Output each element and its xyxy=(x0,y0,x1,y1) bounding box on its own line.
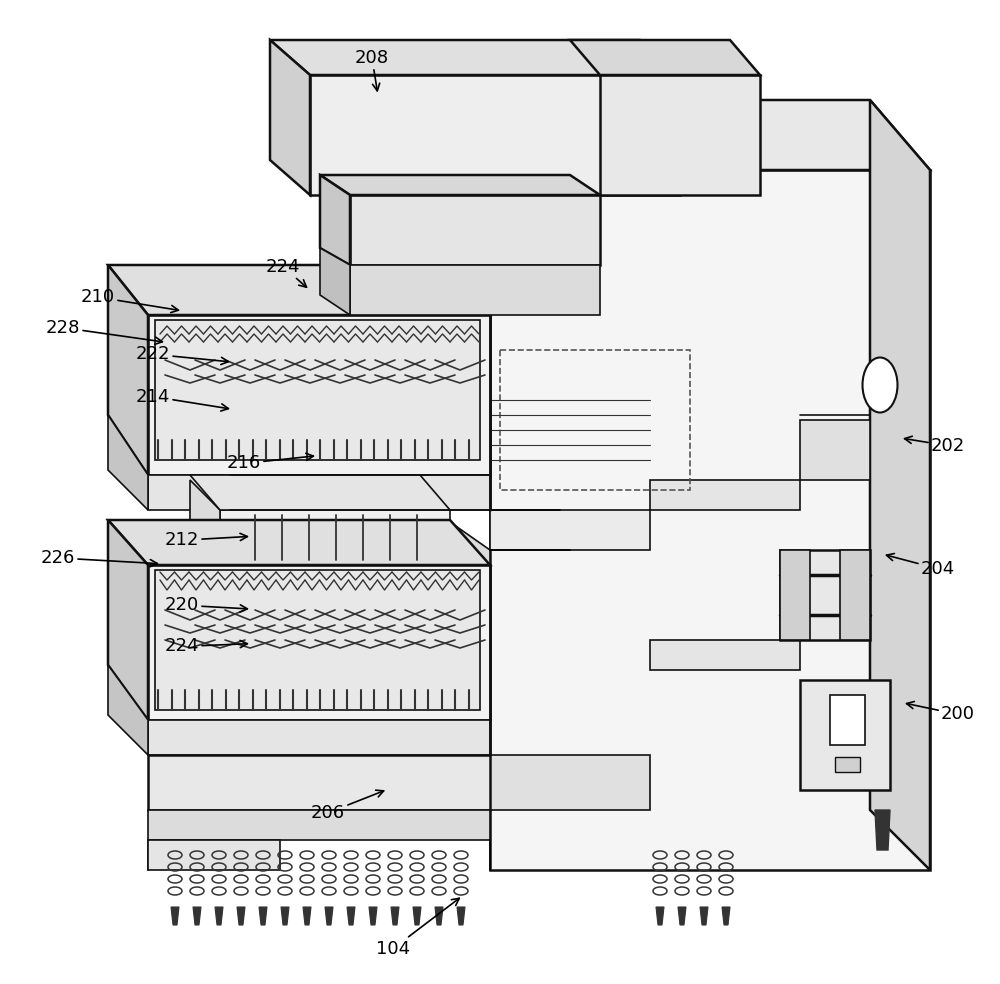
Polygon shape xyxy=(108,520,148,720)
Polygon shape xyxy=(350,265,600,315)
Polygon shape xyxy=(800,420,870,480)
Polygon shape xyxy=(237,907,245,925)
Polygon shape xyxy=(108,665,148,755)
Polygon shape xyxy=(722,907,730,925)
Polygon shape xyxy=(190,475,450,510)
Bar xyxy=(835,757,860,772)
Polygon shape xyxy=(347,907,355,925)
Text: 220: 220 xyxy=(165,596,247,614)
Polygon shape xyxy=(440,515,490,640)
Polygon shape xyxy=(171,907,179,925)
Polygon shape xyxy=(270,40,310,195)
Text: 212: 212 xyxy=(165,531,247,549)
Polygon shape xyxy=(840,550,870,640)
Text: 222: 222 xyxy=(136,345,228,364)
Polygon shape xyxy=(650,480,800,510)
Polygon shape xyxy=(148,475,490,510)
Polygon shape xyxy=(369,907,377,925)
Polygon shape xyxy=(320,175,350,265)
Text: 204: 204 xyxy=(886,554,955,578)
Polygon shape xyxy=(108,415,148,510)
Polygon shape xyxy=(281,907,289,925)
Polygon shape xyxy=(148,315,490,475)
Polygon shape xyxy=(148,810,490,840)
Polygon shape xyxy=(108,520,490,565)
Polygon shape xyxy=(148,755,490,810)
Polygon shape xyxy=(780,550,810,640)
Polygon shape xyxy=(391,907,399,925)
Polygon shape xyxy=(148,840,280,870)
Text: 210: 210 xyxy=(81,288,178,313)
Polygon shape xyxy=(193,907,201,925)
Polygon shape xyxy=(108,265,490,315)
Polygon shape xyxy=(215,907,223,925)
Polygon shape xyxy=(678,907,686,925)
Polygon shape xyxy=(780,550,870,640)
Text: 202: 202 xyxy=(905,436,965,455)
Text: 224: 224 xyxy=(266,258,307,287)
Polygon shape xyxy=(600,75,760,195)
Polygon shape xyxy=(650,640,800,670)
Polygon shape xyxy=(800,680,890,790)
Polygon shape xyxy=(457,907,465,925)
Polygon shape xyxy=(220,510,450,565)
Polygon shape xyxy=(320,248,350,315)
Polygon shape xyxy=(875,810,890,850)
Polygon shape xyxy=(490,510,650,550)
Text: 208: 208 xyxy=(355,49,389,91)
Polygon shape xyxy=(325,907,333,925)
Polygon shape xyxy=(310,75,680,195)
Text: 104: 104 xyxy=(376,898,459,957)
Polygon shape xyxy=(190,480,220,565)
Polygon shape xyxy=(435,907,443,925)
Text: 216: 216 xyxy=(227,454,313,472)
Polygon shape xyxy=(148,565,490,720)
Polygon shape xyxy=(430,100,930,170)
Polygon shape xyxy=(320,175,600,195)
Polygon shape xyxy=(148,720,490,755)
Polygon shape xyxy=(570,40,760,75)
Polygon shape xyxy=(413,907,421,925)
Polygon shape xyxy=(656,907,664,925)
Polygon shape xyxy=(490,755,650,810)
Polygon shape xyxy=(870,100,930,870)
Polygon shape xyxy=(700,907,708,925)
Bar xyxy=(500,350,690,490)
Polygon shape xyxy=(155,320,480,460)
Ellipse shape xyxy=(862,357,898,412)
Polygon shape xyxy=(303,907,311,925)
Polygon shape xyxy=(490,170,930,870)
Polygon shape xyxy=(270,40,680,75)
Bar xyxy=(830,695,865,745)
Text: 224: 224 xyxy=(165,638,247,655)
Text: 206: 206 xyxy=(311,790,384,822)
Polygon shape xyxy=(108,265,148,475)
Text: 226: 226 xyxy=(41,549,157,567)
Polygon shape xyxy=(350,195,600,265)
Text: 200: 200 xyxy=(907,702,975,723)
Text: 228: 228 xyxy=(46,319,162,344)
Polygon shape xyxy=(259,907,267,925)
Polygon shape xyxy=(435,130,490,510)
Text: 214: 214 xyxy=(136,388,228,411)
Polygon shape xyxy=(155,570,480,710)
